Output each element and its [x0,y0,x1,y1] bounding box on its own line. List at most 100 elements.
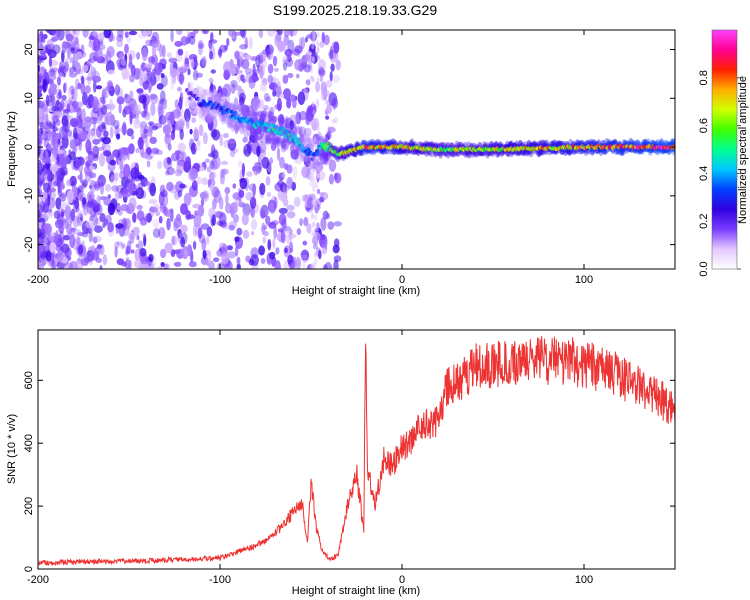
heatmap-cell [71,47,75,52]
heatmap-cell [193,109,199,114]
heatmap-cell [201,112,207,121]
heatmap-cell [174,99,179,109]
heatmap-cell [57,138,61,146]
heatmap-cell [237,74,241,83]
heatmap-cell [286,55,292,63]
heatmap-cell [285,232,292,245]
heatmap-cell [449,142,454,149]
heatmap-cell [38,252,42,263]
heatmap-cell [171,152,179,162]
heatmap-cell [180,151,187,162]
heatmap-cell [38,161,43,175]
heatmap-cell [315,133,321,143]
heatmap-cell [211,186,220,198]
heatmap-cell [190,144,197,152]
heatmap-cell [93,247,100,261]
heatmap-cell [233,125,239,130]
heatmap-cell [150,102,156,116]
heatmap-cell [267,30,276,37]
heatmap-cell [263,105,269,111]
heatmap-cell [327,126,336,133]
heatmap-cell [327,126,331,140]
heatmap-cell [317,59,326,71]
heatmap-cell [278,207,288,214]
heatmap-cell [160,72,165,79]
heatmap-cell [311,43,315,50]
heatmap-cell [261,110,267,117]
heatmap-cell [41,172,46,178]
heatmap-cell [232,67,241,75]
heatmap-cell [181,64,191,70]
heatmap-cell [293,196,301,207]
heatmap-cell [316,188,321,194]
heatmap-cell [223,101,228,109]
heatmap-cell [226,37,230,47]
x-tick-label: -100 [209,274,231,286]
heatmap-cell [299,218,304,227]
heatmap-cell [250,129,258,141]
colorbar-tick-label: 0.4 [698,166,710,181]
y-tick-label: 400 [23,434,35,452]
heatmap-cell [326,79,333,88]
heatmap-cell [85,98,93,109]
heatmap-cell [99,265,103,269]
heatmap-cell [48,49,57,59]
heatmap-cell [303,216,309,227]
heatmap-cell [224,114,230,124]
heatmap-cell [307,162,312,172]
heatmap-cell [184,100,190,110]
heatmap-cell [320,149,326,157]
heatmap-cell [81,64,89,73]
heatmap-cell [272,89,277,97]
heatmap-cell [234,50,240,60]
heatmap-cell [329,46,334,60]
heatmap-cell [304,162,310,167]
heatmap-cell [485,151,490,157]
heatmap-cell [46,39,55,50]
heatmap-cell [301,254,308,260]
heatmap-cell [269,106,275,116]
heatmap-cell [44,197,49,208]
heatmap-cell [223,114,228,121]
heatmap-cell [282,56,289,64]
heatmap-cell [129,233,135,244]
heatmap-cell [427,141,433,147]
heatmap-cell [245,191,254,201]
heatmap-cell [271,115,278,123]
heatmap-cell [204,110,210,115]
heatmap-cell [311,156,317,163]
heatmap-cell [84,170,92,183]
heatmap-cell [402,148,407,153]
heatmap-cell [227,251,236,259]
heatmap-cell [40,196,45,202]
heatmap-cell [208,77,214,83]
heatmap-cell [261,110,267,116]
heatmap-cell [71,30,80,37]
heatmap-cell [87,72,91,86]
heatmap-cell [137,174,145,180]
heatmap-cell [316,166,320,173]
heatmap-cell [177,48,184,56]
heatmap-cell [289,241,294,254]
spectrogram-heatmap [38,30,675,269]
heatmap-cell [301,135,310,141]
heatmap-cell [321,155,331,166]
heatmap-cell [209,115,215,122]
heatmap-cell [262,236,266,244]
heatmap-cell [171,235,176,246]
heatmap-cell [238,103,244,113]
heatmap-cell [290,121,296,129]
heatmap-cell [204,106,210,116]
heatmap-cell [164,133,172,145]
heatmap-cell [214,92,222,104]
heatmap-cell [120,147,127,157]
heatmap-cell [418,141,424,147]
heatmap-cell [270,77,279,83]
heatmap-cell [116,241,123,246]
heatmap-cell [274,138,280,148]
heatmap-cell [309,55,313,62]
heatmap-cell [166,167,175,176]
heatmap-cell [49,164,59,172]
heatmap-cell [444,151,450,157]
heatmap-cell [268,115,274,122]
